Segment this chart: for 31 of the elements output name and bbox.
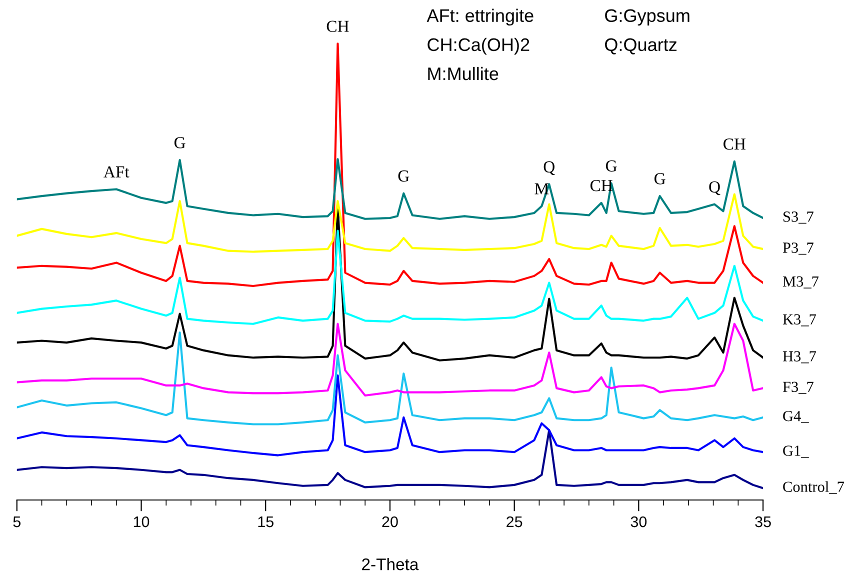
- annotation: Q: [544, 161, 555, 176]
- x-tick-label: 30: [630, 516, 647, 528]
- series-label: K3_7: [782, 314, 816, 326]
- text: G:Gypsum: [605, 9, 690, 26]
- x-tick-label: 10: [134, 516, 150, 528]
- annotation: G: [606, 160, 617, 172]
- series-label: M3_7: [782, 276, 819, 288]
- annotation: G: [654, 173, 666, 184]
- annotation: Q: [709, 181, 720, 196]
- series-label: H3_7: [782, 351, 816, 364]
- annotation: AFt: [104, 166, 130, 178]
- x-tick-label: 5: [13, 516, 21, 528]
- annotation: Q:Quartz: [605, 38, 677, 54]
- series-label: G4_: [783, 410, 809, 424]
- series-label: F3_7: [782, 382, 814, 394]
- series-label: Control_7: [783, 481, 844, 494]
- x-tick-label: 15: [258, 516, 274, 528]
- annotation: G: [174, 137, 186, 148]
- annotation: CH: [724, 138, 746, 150]
- x-tick-label: 25: [506, 516, 522, 528]
- x-axis-title: 2-Theta: [362, 558, 419, 570]
- annotation: M:Mullite: [428, 66, 498, 80]
- annotation: CH:Ca(OH)2: [428, 38, 530, 55]
- x-tick-label: 20: [382, 516, 398, 528]
- text: AFt: ettringite: [426, 8, 534, 26]
- x-tick-label: 35: [755, 516, 771, 528]
- annotation: G: [398, 170, 410, 182]
- series-label: G1_: [783, 446, 809, 458]
- series-label: P3_7: [782, 242, 814, 255]
- annotation: CH: [326, 20, 349, 32]
- series-label: S3_7: [784, 212, 814, 224]
